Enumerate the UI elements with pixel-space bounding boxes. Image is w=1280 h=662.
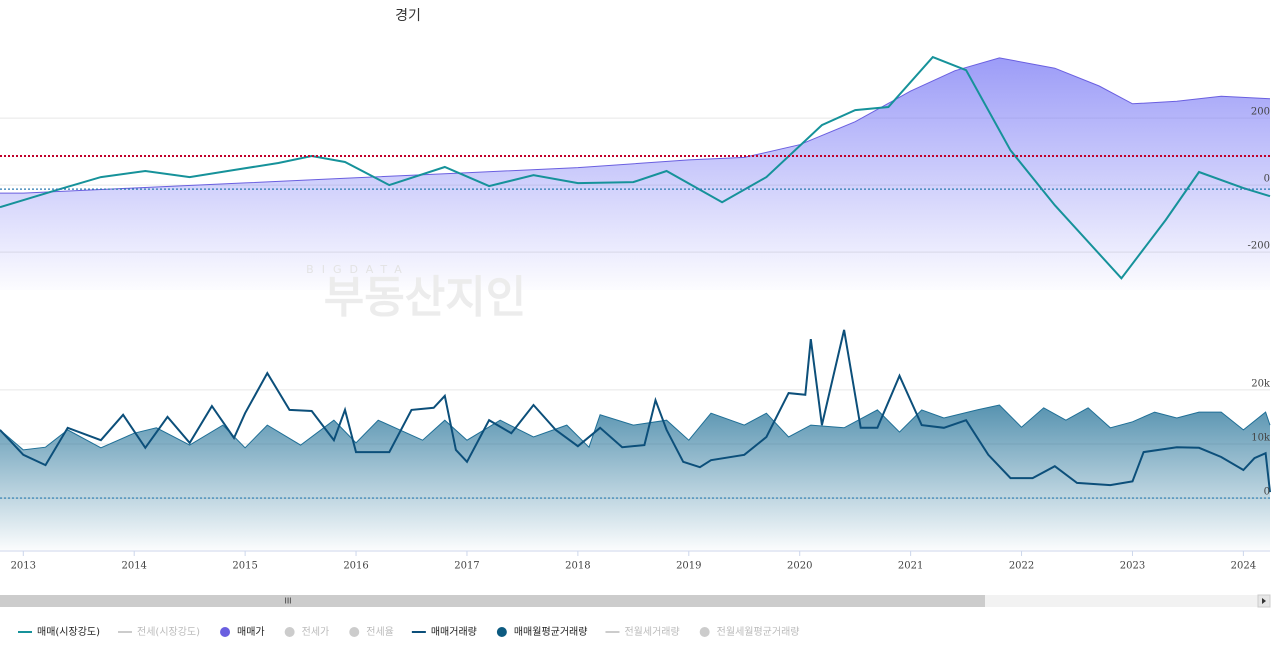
legend-symbol (699, 627, 710, 637)
legend-label: 전세가 (302, 626, 330, 638)
legend-symbol (284, 627, 295, 637)
x-tick-label: 2024 (1231, 561, 1256, 572)
legend-symbol (220, 627, 231, 637)
legend-item[interactable]: 전세(시장강도) (118, 626, 200, 638)
legend-symbol (349, 627, 360, 637)
legend-label: 전월세거래량 (624, 626, 679, 638)
x-tick-label: 2021 (898, 561, 923, 572)
y-tick-label: 200 (1251, 107, 1270, 118)
x-tick-label: 2023 (1120, 561, 1145, 572)
x-tick-label: 2017 (454, 561, 479, 572)
scrollbar-grip: III (284, 597, 291, 606)
legend-label: 매매(시장강도) (37, 626, 100, 638)
y-tick-label: 20k (1251, 378, 1271, 389)
series-line (0, 55, 1271, 280)
scrollbar-thumb[interactable] (0, 595, 985, 607)
x-tick-label: 2018 (565, 561, 590, 572)
x-tick-label: 2013 (11, 561, 36, 572)
y-tick-label: 10k (1251, 432, 1271, 443)
legend-label: 전월세월평균거래량 (717, 626, 800, 638)
legend-item[interactable]: 매매(시장강도) (18, 626, 100, 638)
legend-label: 매매월평균거래량 (514, 626, 588, 638)
y-tick-label: 0 (1264, 487, 1270, 498)
y-tick-label: 0 (1264, 174, 1270, 185)
legend-label: 매매거래량 (431, 626, 477, 638)
legend-item[interactable]: 전월세월평균거래량 (699, 626, 800, 638)
x-tick-label: 2019 (676, 561, 701, 572)
legend-label: 전세율 (366, 626, 394, 638)
plot-layer (0, 55, 1271, 550)
series-line (0, 329, 1271, 493)
scroll-arrow (1262, 598, 1266, 604)
x-tick-label: 2020 (787, 561, 812, 572)
legend-item[interactable]: 매매월평균거래량 (496, 626, 588, 638)
area-line (0, 57, 1271, 194)
area-fill (0, 405, 1270, 550)
legend-item[interactable]: 전월세거래량 (605, 626, 680, 638)
watermark-small: BIGDATA (306, 263, 410, 276)
legend-item[interactable]: 매매가 (220, 626, 265, 638)
x-tick-label: 2014 (121, 561, 146, 572)
legend-label: 매매가 (237, 626, 265, 638)
legend-item[interactable]: 매매거래량 (411, 626, 477, 638)
legend-symbol (496, 627, 507, 637)
watermark: 부동산지인 (324, 272, 526, 323)
x-tick-label: 2015 (232, 561, 257, 572)
legend-item[interactable]: 전세가 (284, 626, 330, 638)
legend-label: 전세(시장강도) (137, 626, 200, 638)
y-tick-label: -200 (1248, 241, 1270, 252)
legend-item[interactable]: 전세율 (349, 626, 394, 638)
area-fill (0, 57, 1270, 291)
x-tick-label: 2016 (343, 561, 368, 572)
chart-title: 경기 (395, 8, 421, 24)
x-tick-label: 2022 (1009, 561, 1034, 572)
